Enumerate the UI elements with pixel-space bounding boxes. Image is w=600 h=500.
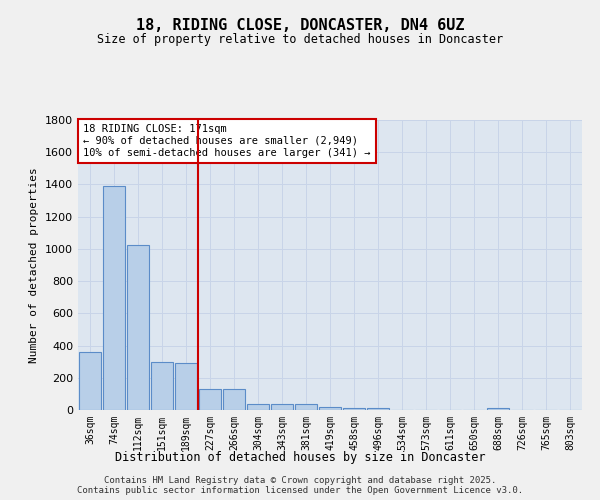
Bar: [175, 364, 197, 410]
Bar: [79, 352, 101, 410]
Bar: [199, 389, 221, 410]
Text: 18, RIDING CLOSE, DONCASTER, DN4 6UZ: 18, RIDING CLOSE, DONCASTER, DN4 6UZ: [136, 18, 464, 32]
Text: Contains HM Land Registry data © Crown copyright and database right 2025.
Contai: Contains HM Land Registry data © Crown c…: [77, 476, 523, 495]
Bar: [367, 408, 389, 410]
Bar: [127, 245, 149, 410]
Text: Distribution of detached houses by size in Doncaster: Distribution of detached houses by size …: [115, 451, 485, 464]
Bar: [223, 389, 245, 410]
Bar: [319, 407, 341, 410]
Bar: [343, 408, 365, 410]
Bar: [295, 404, 317, 410]
Bar: [271, 404, 293, 410]
Y-axis label: Number of detached properties: Number of detached properties: [29, 167, 40, 363]
Bar: [151, 362, 173, 410]
Bar: [247, 404, 269, 410]
Bar: [487, 408, 509, 410]
Text: Size of property relative to detached houses in Doncaster: Size of property relative to detached ho…: [97, 32, 503, 46]
Text: 18 RIDING CLOSE: 171sqm
← 90% of detached houses are smaller (2,949)
10% of semi: 18 RIDING CLOSE: 171sqm ← 90% of detache…: [83, 124, 371, 158]
Bar: [103, 186, 125, 410]
